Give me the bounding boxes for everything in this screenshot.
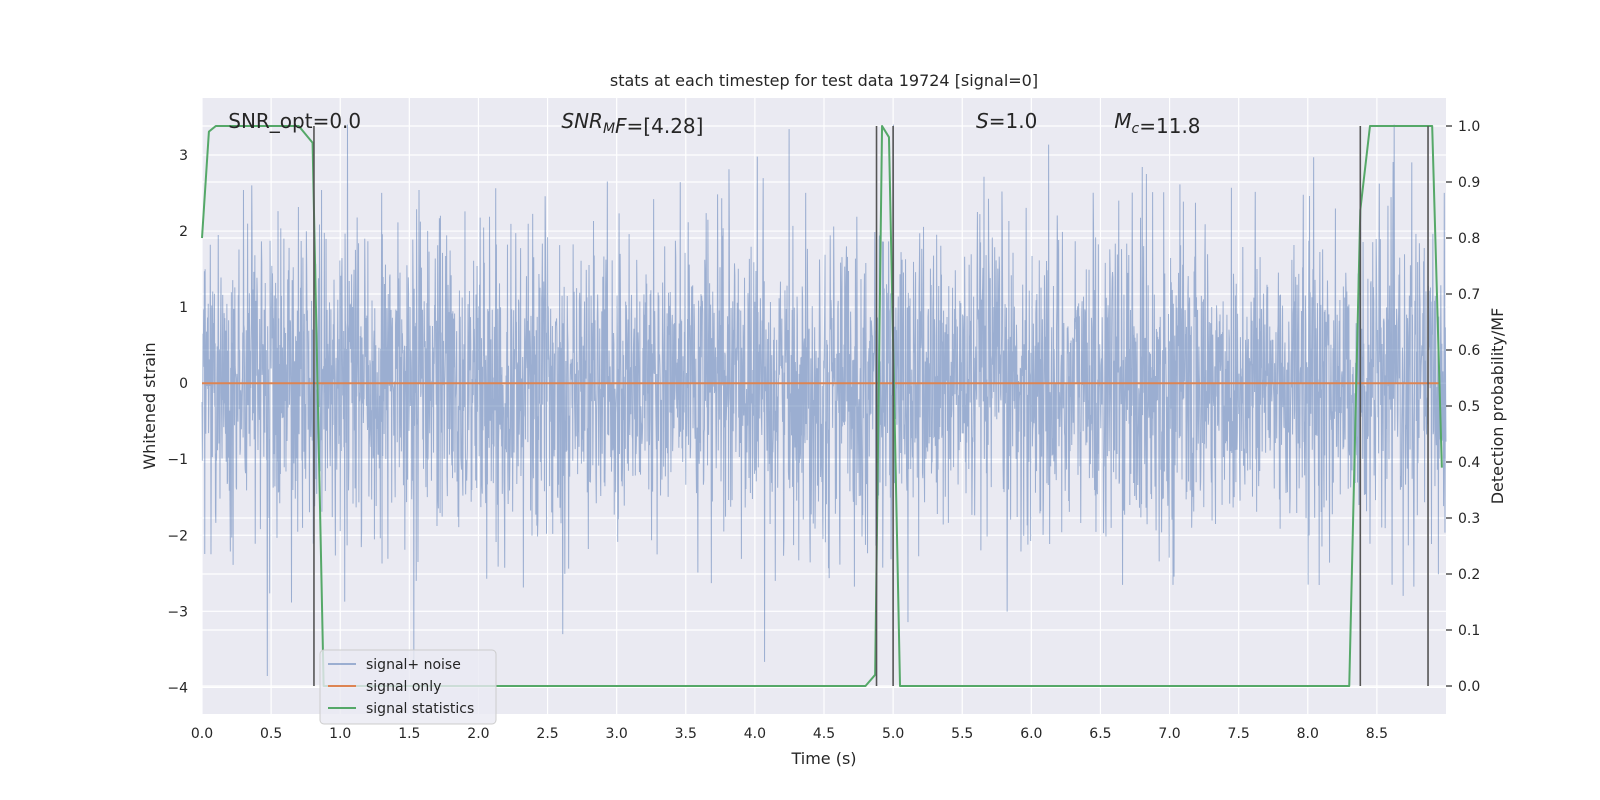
annotation-part: M <box>603 121 615 137</box>
x-tick-label: 3.0 <box>606 726 628 742</box>
line-series <box>201 125 1443 687</box>
annotations: SNR_opt=0.0 SNRMF=[4.28] S=1.0 Mc=11.8 <box>228 109 1200 138</box>
y-left-tick-label: −4 <box>167 680 188 696</box>
y-right-tick-label: 1.0 <box>1458 119 1480 135</box>
annotation-part: F <box>615 114 627 138</box>
x-tick-label: 5.0 <box>882 726 904 742</box>
y-right-tick-label: 0.3 <box>1458 511 1480 527</box>
y-left-tick-label: −2 <box>167 528 188 544</box>
x-axis-label: Time (s) <box>790 749 856 768</box>
chart-title: stats at each timestep for test data 197… <box>610 71 1038 90</box>
annotation-text: SNRMF=[4.28] <box>561 109 703 138</box>
annotation-part: M <box>1114 109 1131 133</box>
x-tick-label: 4.5 <box>813 726 835 742</box>
x-tick-label: 7.0 <box>1158 726 1180 742</box>
series-signal-noise-line <box>201 124 1447 677</box>
x-axis-ticks: 0.0 0.5 1.0 1.5 2.0 2.5 3.0 3.5 4.0 4.5 5.0 5.5 6.0 6… <box>191 726 1388 742</box>
y-axis-left-label: Whitened strain <box>140 342 159 469</box>
annotation-text: Mc=11.8 <box>1114 109 1200 138</box>
annotation-part: S <box>976 109 989 133</box>
annotation-part: c <box>1132 121 1140 137</box>
y-axis-right-ticks: 0.0 0.1 0.2 0.3 0.4 0.5 0.6 0.7 0.8 0.9 1.0 <box>1446 119 1480 695</box>
y-axis-right-label: Detection probability/MF <box>1488 308 1507 505</box>
x-tick-label: 8.0 <box>1297 726 1319 742</box>
y-right-tick-label: 0.5 <box>1458 399 1480 415</box>
series-line <box>201 125 1443 687</box>
y-left-tick-label: 2 <box>179 224 188 240</box>
x-tick-label: 5.5 <box>951 726 973 742</box>
vertical-markers <box>313 126 1429 686</box>
y-left-tick-label: −3 <box>167 604 188 620</box>
x-tick-label: 6.5 <box>1089 726 1111 742</box>
legend-box <box>319 649 497 725</box>
y-left-tick-label: 1 <box>179 300 188 316</box>
annotation-part: =1.0 <box>989 109 1038 133</box>
y-right-tick-label: 0.9 <box>1458 175 1480 191</box>
y-right-tick-label: 0.8 <box>1458 231 1480 247</box>
x-tick-label: 0.0 <box>191 726 213 742</box>
x-tick-label: 2.0 <box>467 726 489 742</box>
annotation-text: S=1.0 <box>976 109 1037 133</box>
y-left-tick-label: 3 <box>179 148 188 164</box>
y-left-tick-label: 0 <box>179 376 188 392</box>
legend: signal+ noise signal only signal statistic… <box>319 649 497 725</box>
x-tick-label: 8.5 <box>1366 726 1388 742</box>
y-right-tick-label: 0.6 <box>1458 343 1480 359</box>
x-tick-label: 3.5 <box>675 726 697 742</box>
annotation-part: SNR <box>561 109 603 133</box>
legend-entry: signal only <box>366 679 441 695</box>
x-tick-label: 1.5 <box>398 726 420 742</box>
y-right-tick-label: 0.7 <box>1458 287 1480 303</box>
annotation-text: SNR_opt=0.0 <box>228 109 361 133</box>
annotation-part: SNR_opt=0.0 <box>228 109 361 133</box>
y-right-tick-label: 0.1 <box>1458 623 1480 639</box>
y-right-tick-label: 0.4 <box>1458 455 1480 471</box>
x-tick-label: 0.5 <box>260 726 282 742</box>
y-right-tick-label: 0.2 <box>1458 567 1480 583</box>
legend-entry: signal+ noise <box>366 657 461 673</box>
y-left-tick-label: −1 <box>167 452 188 468</box>
signal-noise-series <box>201 124 1447 677</box>
x-tick-label: 2.5 <box>536 726 558 742</box>
x-tick-label: 4.0 <box>744 726 766 742</box>
annotation-part: =11.8 <box>1139 114 1200 138</box>
y-right-tick-label: 0.0 <box>1458 679 1480 695</box>
x-tick-label: 1.0 <box>329 726 351 742</box>
y-axis-left-ticks: −4 −3 −2 −1 0 1 2 3 <box>167 148 188 696</box>
legend-entry: signal statistics <box>366 701 474 717</box>
annotation-part: =[4.28] <box>627 114 704 138</box>
x-tick-label: 7.5 <box>1228 726 1250 742</box>
x-tick-label: 6.0 <box>1020 726 1042 742</box>
